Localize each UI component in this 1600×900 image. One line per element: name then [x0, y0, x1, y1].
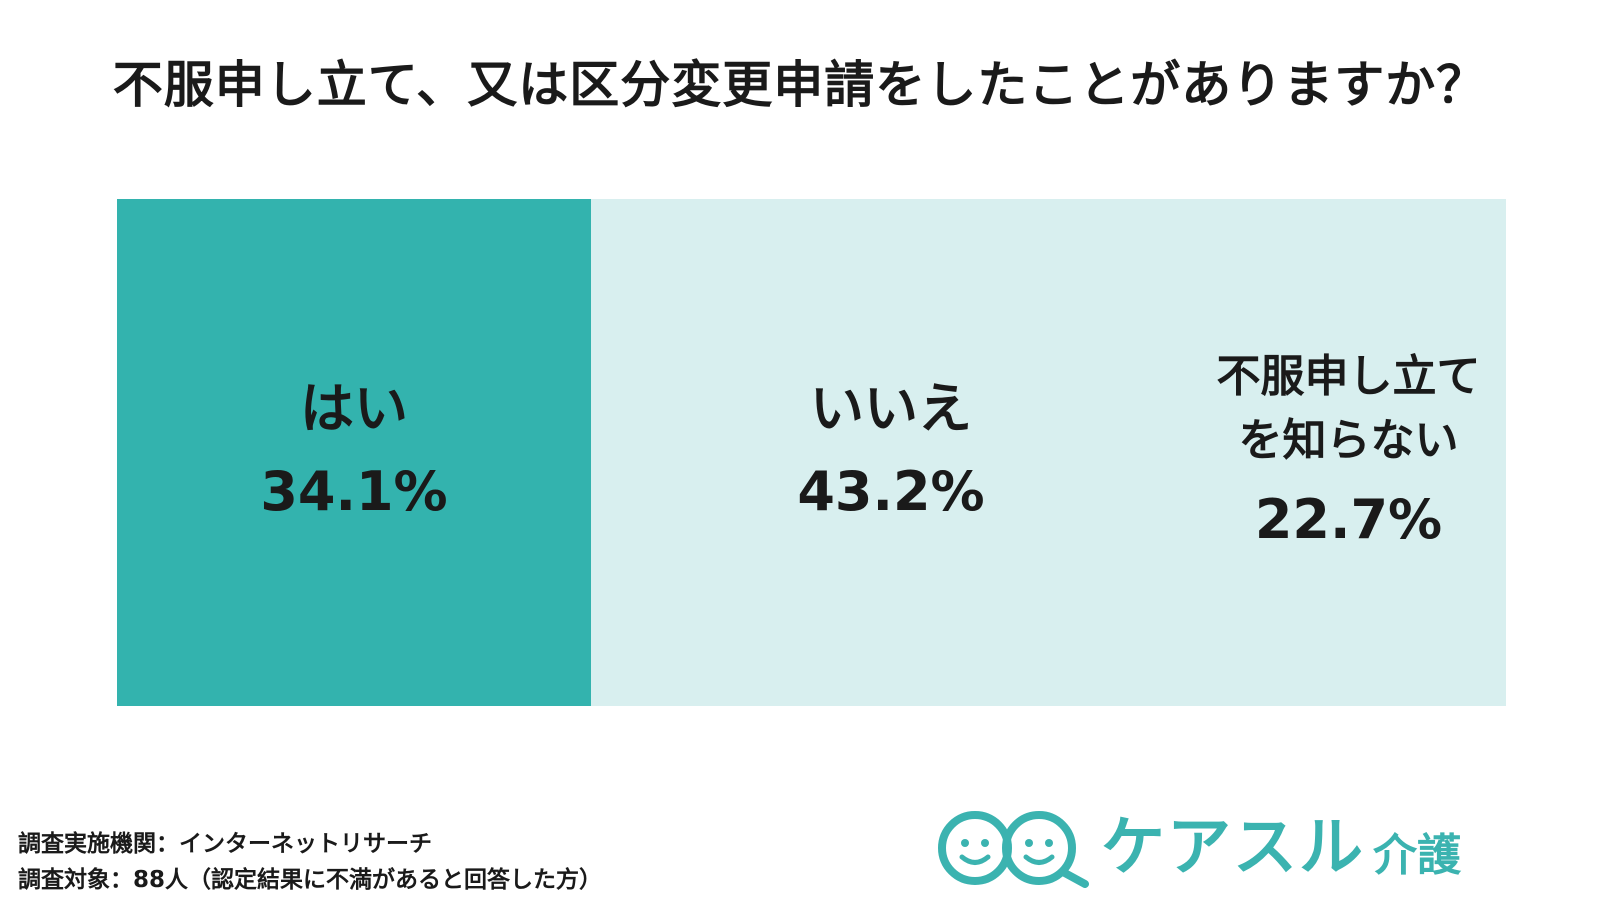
logo-text: ケアスル: [1101, 811, 1365, 885]
footnote-target: 調査対象：88人（認定結果に不満があると回答した方）: [18, 867, 603, 893]
bar-segment-3: 不服申し立て を知らない 22.7%: [1191, 199, 1506, 706]
brand-logo: ケアスル 介護: [935, 808, 1461, 888]
bar-segment-2: いいえ 43.2%: [591, 199, 1191, 706]
bar-segment-label: 不服申し立て を知らない: [1216, 351, 1481, 466]
stacked-bar-chart: はい 34.1% いいえ 43.2% 不服申し立て を知らない 22.7%: [117, 199, 1506, 706]
bar-segment-1: はい 34.1%: [117, 199, 591, 706]
bar-segment-label: はい: [300, 376, 408, 440]
footnote-research-org: 調査実施機関：インターネットリサーチ: [18, 831, 432, 857]
bar-segment-value: 34.1%: [260, 460, 448, 524]
footnotes: 調査実施機関：インターネットリサーチ 調査対象：88人（認定結果に不満があると回…: [18, 826, 602, 898]
chart-title: 不服申し立て、又は区分変更申請をしたことがありますか？: [112, 56, 1488, 114]
bar-segment-value: 22.7%: [1254, 487, 1443, 551]
bar-segment-value: 43.2%: [797, 460, 985, 524]
logo-subtext: 介護: [1373, 830, 1461, 881]
bar-segment-label: いいえ: [810, 376, 972, 440]
smile-faces-logo-icon: [938, 811, 1089, 888]
